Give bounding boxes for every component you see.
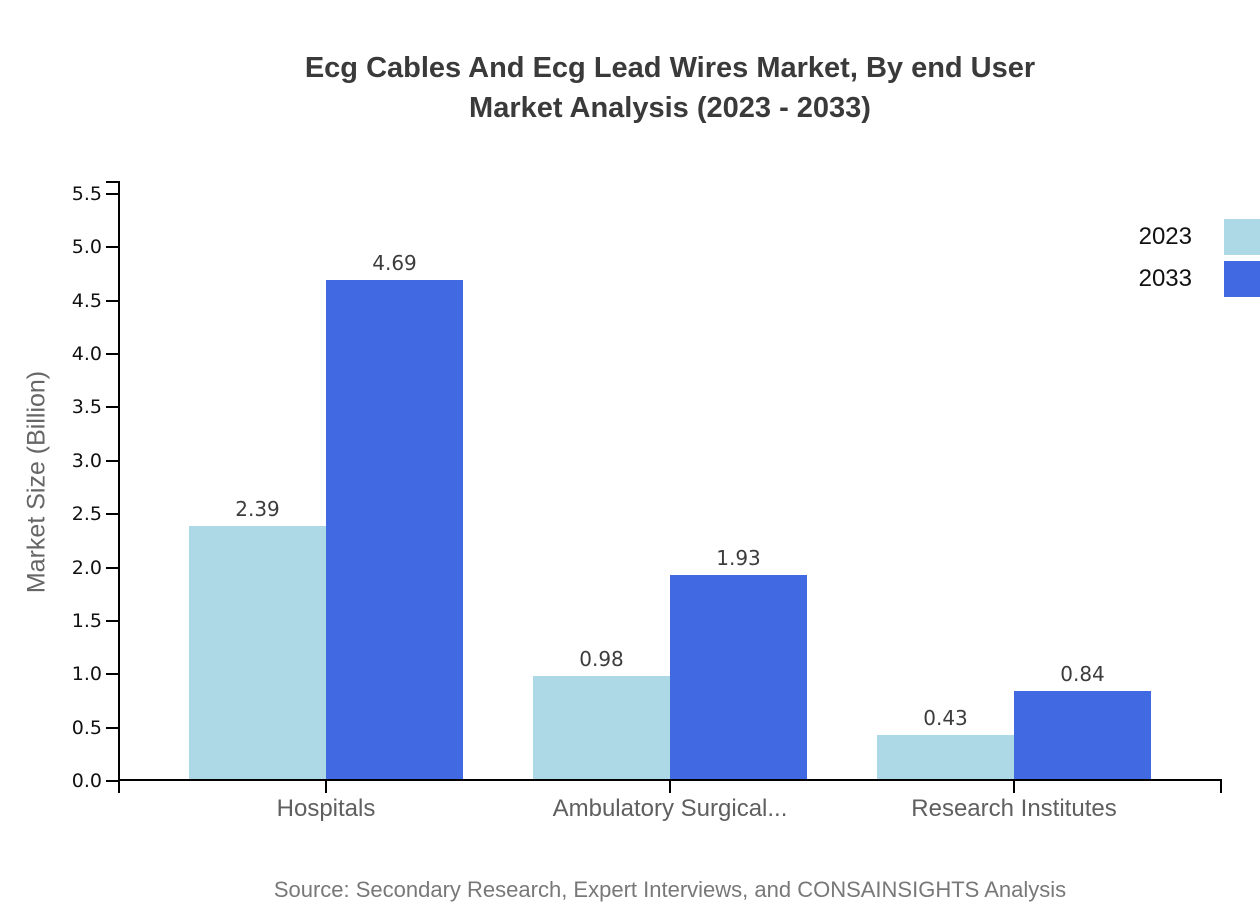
source-attribution: Source: Secondary Research, Expert Inter… bbox=[273, 877, 1067, 902]
y-tick-1.5 bbox=[106, 619, 118, 622]
bar-2033-1 bbox=[326, 280, 463, 781]
y-tick-label-3.5: 3.5 bbox=[71, 396, 102, 419]
y-tick-4.5 bbox=[106, 299, 118, 302]
value-label-2023-2: 0.98 bbox=[579, 647, 624, 672]
category-label-1: Hospitals bbox=[276, 795, 376, 822]
y-tick-5.0 bbox=[106, 246, 118, 249]
y-tick-3.5 bbox=[106, 406, 118, 409]
y-tick-label-2.5: 2.5 bbox=[71, 503, 102, 526]
value-label-2033-1: 4.69 bbox=[372, 251, 417, 276]
value-label-2033-3: 0.84 bbox=[1060, 662, 1105, 687]
x-tick-ambulatory-surgical- bbox=[669, 781, 671, 793]
bar-2033-3 bbox=[1014, 691, 1151, 781]
y-tick-0.0 bbox=[106, 780, 118, 782]
bar-2023-3 bbox=[877, 735, 1014, 781]
y-tick-3.0 bbox=[106, 459, 118, 462]
y-tick-label-1.0: 1.0 bbox=[71, 663, 102, 686]
y-tick-4.0 bbox=[106, 353, 118, 356]
chart-title-line-2: Market Analysis (2023 - 2033) bbox=[469, 92, 871, 124]
y-tick-2.0 bbox=[106, 566, 118, 569]
y-tick-2.5 bbox=[106, 513, 118, 516]
legend-swatch-2023 bbox=[1224, 219, 1260, 255]
chart-title-line-1: Ecg Cables And Ecg Lead Wires Market, By… bbox=[304, 52, 1036, 84]
y-axis-end-cap bbox=[106, 181, 118, 183]
category-label-2: Ambulatory Surgical... bbox=[552, 795, 788, 822]
y-tick-0.5 bbox=[106, 726, 118, 729]
y-tick-label-5.0: 5.0 bbox=[71, 236, 102, 259]
y-tick-label-5.5: 5.5 bbox=[71, 183, 102, 205]
bar-2033-2 bbox=[670, 575, 807, 781]
plot-area: 0.0 0.5 1.0 1.5 2.0 2.5 3.0 3.5 4.0 4.5 5.0 5.5 2.39… bbox=[72, 181, 1222, 822]
y-tick-label-3.0: 3.0 bbox=[71, 449, 102, 472]
y-tick-label-0.5: 0.5 bbox=[71, 716, 102, 739]
value-label-2023-3: 0.43 bbox=[923, 706, 968, 731]
legend-item-2033: 2033 bbox=[1139, 261, 1260, 297]
legend: 2023 2033 bbox=[1139, 219, 1260, 297]
y-tick-label-2.0: 2.0 bbox=[71, 556, 102, 579]
bar-2023-2 bbox=[533, 676, 670, 781]
x-tick-hospitals bbox=[325, 781, 327, 793]
bar-2023-1 bbox=[189, 525, 326, 781]
x-tick-research-institutes bbox=[1013, 781, 1015, 793]
x-axis-line bbox=[118, 779, 1222, 781]
legend-item-2023: 2023 bbox=[1139, 219, 1260, 255]
y-tick-5.5 bbox=[106, 193, 118, 195]
legend-label-2023: 2023 bbox=[1138, 223, 1192, 250]
legend-swatch-2033 bbox=[1224, 261, 1260, 297]
y-tick-label-4.5: 4.5 bbox=[71, 289, 102, 312]
y-tick-1.0 bbox=[106, 673, 118, 676]
category-label-3: Research Institutes bbox=[911, 795, 1117, 822]
value-label-2033-2: 1.93 bbox=[716, 546, 761, 571]
chart-title: Ecg Cables And Ecg Lead Wires Market, By… bbox=[118, 48, 1222, 128]
y-tick-label-1.5: 1.5 bbox=[71, 609, 102, 632]
x-axis-end-tick-left bbox=[118, 781, 120, 793]
legend-label-2033: 2033 bbox=[1138, 265, 1192, 292]
y-tick-label-4.0: 4.0 bbox=[71, 343, 102, 366]
y-tick-label-0.0: 0.0 bbox=[71, 770, 102, 792]
value-label-2023-1: 2.39 bbox=[235, 496, 280, 521]
x-axis-end-tick-right bbox=[1220, 781, 1222, 793]
y-axis-line bbox=[118, 181, 120, 781]
